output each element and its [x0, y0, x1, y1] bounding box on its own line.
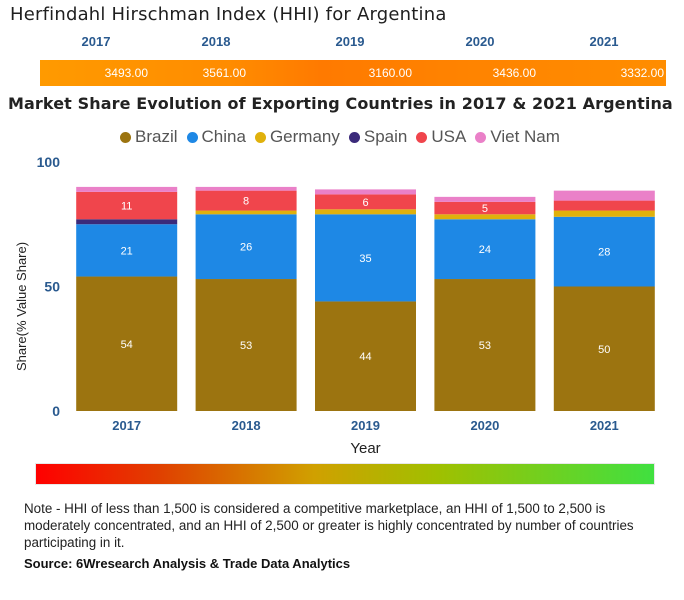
legend-label-germany: Germany — [269, 127, 340, 146]
y-axis-label: Share(% Value Share) — [14, 242, 29, 371]
bar-germany-2020 — [434, 214, 536, 220]
bar-viet-nam-2017 — [76, 186, 178, 192]
bar-germany-2021 — [553, 210, 655, 217]
bar-china-2017 — [76, 224, 178, 277]
legend-item-usa: USA — [416, 127, 466, 147]
legend-item-germany: Germany — [254, 127, 340, 147]
data-label-brazil-2021: 50 — [598, 344, 610, 356]
y-tick-label-0: 0 — [52, 403, 60, 419]
bar-brazil-2018 — [195, 279, 297, 411]
legend-label-spain: Spain — [363, 127, 408, 146]
legend-item-brazil: Brazil — [120, 127, 178, 147]
legend-label-china: China — [201, 127, 246, 146]
x-tick-label-2018: 2018 — [232, 418, 261, 433]
bar-viet-nam-2018 — [195, 186, 297, 191]
hhi-scale-gradient-bar — [36, 464, 654, 484]
data-label-brazil-2017: 54 — [121, 339, 133, 351]
data-label-china-2020: 24 — [479, 244, 491, 256]
bar-spain-2017 — [76, 219, 178, 225]
bar-brazil-2021 — [553, 286, 655, 411]
bar-viet-nam-2020 — [434, 196, 536, 202]
stacked-bar-chart: 0 50 100 Share(% Value Share) 54 21 11 2017 53 26… — [14, 154, 655, 456]
data-label-usa-2020: 5 — [482, 203, 488, 215]
data-label-usa-2018: 8 — [243, 196, 249, 208]
hhi-value-2020: 3436.00 — [492, 66, 536, 80]
legend-item-china: China — [186, 127, 246, 147]
data-label-brazil-2019: 44 — [359, 351, 371, 363]
hhi-year-2020: 2020 — [465, 34, 495, 49]
data-label-china-2019: 35 — [359, 253, 371, 265]
bar-china-2018 — [195, 214, 297, 280]
x-tick-label-2019: 2019 — [351, 418, 380, 433]
legend-label-viet-nam: Viet Nam — [490, 127, 560, 146]
data-label-china-2018: 26 — [240, 242, 252, 254]
bar-usa-2019 — [315, 194, 416, 210]
data-label-china-2021: 28 — [598, 247, 610, 259]
hhi-values-bar: 3493.00 3561.00 3160.00 3436.00 3332.00 — [40, 60, 666, 86]
bar-usa-2021 — [553, 200, 655, 211]
data-label-usa-2017: 11 — [121, 201, 132, 213]
bar-brazil-2019 — [315, 301, 416, 411]
hhi-year-2019: 2019 — [335, 34, 365, 49]
bar-china-2020 — [434, 219, 536, 280]
hhi-years-row: 2017 2018 2019 2020 2021 — [40, 34, 666, 54]
bar-brazil-2017 — [76, 276, 178, 411]
legend-label-usa: USA — [431, 127, 467, 146]
bar-usa-2018 — [195, 190, 297, 211]
bar-germany-2018 — [195, 210, 297, 215]
x-tick-label-2021: 2021 — [590, 418, 619, 433]
source-text: Source: 6Wresearch Analysis & Trade Data… — [24, 556, 351, 571]
data-label-brazil-2020: 53 — [479, 340, 491, 352]
data-label-china-2017: 21 — [121, 245, 133, 257]
legend-swatch-germany — [254, 131, 266, 143]
bar-viet-nam-2019 — [315, 189, 416, 195]
hhi-value-2017: 3493.00 — [104, 66, 148, 80]
hhi-value-2018: 3561.00 — [202, 66, 246, 80]
bar-viet-nam-2021 — [553, 190, 655, 201]
x-axis-label: Year — [350, 440, 380, 456]
legend-label-brazil: Brazil — [135, 127, 178, 146]
data-label-usa-2019: 6 — [362, 197, 368, 209]
legend-swatch-spain — [348, 131, 360, 143]
hhi-year-2018: 2018 — [201, 34, 231, 49]
y-tick-label-50: 50 — [44, 279, 60, 295]
bar-germany-2019 — [315, 209, 416, 215]
hhi-value-2019: 3160.00 — [368, 66, 412, 80]
y-tick-label-100: 100 — [37, 154, 61, 170]
x-tick-label-2020: 2020 — [470, 418, 499, 433]
chart-legend: Brazil China Germany Spain USA Viet Nam — [120, 126, 569, 148]
data-label-brazil-2018: 53 — [240, 340, 252, 352]
bar-china-2021 — [553, 216, 655, 287]
hhi-value-2021: 3332.00 — [620, 66, 664, 80]
hhi-year-2017: 2017 — [81, 34, 111, 49]
bar-china-2019 — [315, 214, 416, 302]
bar-usa-2017 — [76, 191, 178, 220]
note-text: Note - HHI of less than 1,500 is conside… — [24, 501, 634, 550]
legend-swatch-viet-nam — [475, 131, 487, 143]
legend-swatch-brazil — [120, 131, 131, 143]
legend-item-spain: Spain — [348, 127, 408, 147]
legend-item-viet-nam: Viet Nam — [475, 127, 560, 147]
hhi-year-2021: 2021 — [589, 34, 619, 49]
bar-usa-2020 — [434, 201, 536, 215]
hhi-title: Herfindahl Hirschman Index (HHI) for Arg… — [10, 4, 447, 25]
legend-swatch-china — [186, 131, 198, 143]
chart-title: Market Share Evolution of Exporting Coun… — [8, 94, 673, 113]
bar-brazil-2020 — [434, 279, 536, 411]
x-tick-label-2017: 2017 — [112, 418, 141, 433]
legend-swatch-usa — [416, 131, 428, 143]
